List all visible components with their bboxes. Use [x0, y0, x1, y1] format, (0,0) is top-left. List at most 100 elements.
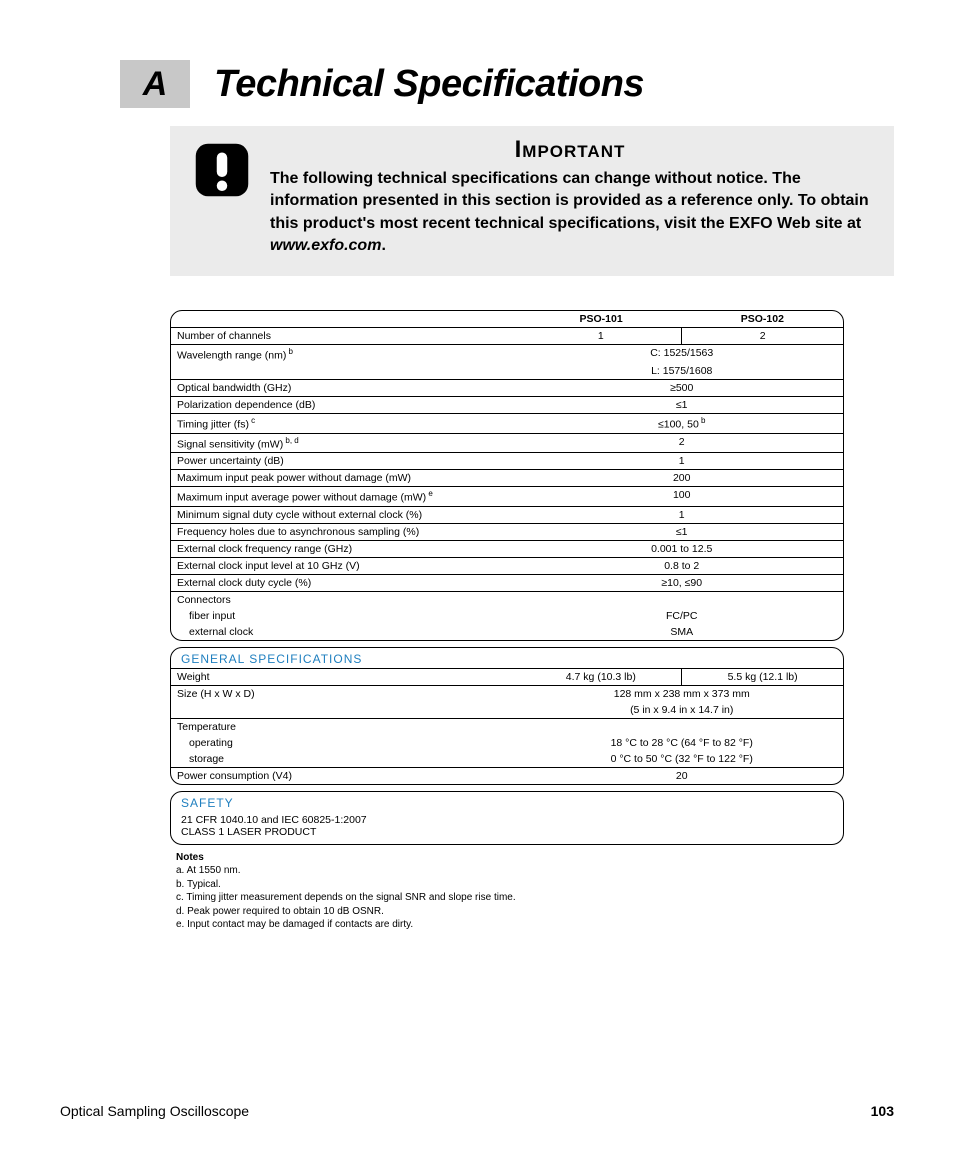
row-label: Polarization dependence (dB): [171, 397, 520, 414]
col-header-pso102: PSO-102: [682, 311, 843, 328]
table-row: Number of channels12: [171, 327, 843, 344]
col-header-pso101: PSO-101: [520, 311, 681, 328]
row-label: [171, 702, 520, 719]
row-value-span: C: 1525/1563: [520, 344, 843, 363]
row-label: Optical bandwidth (GHz): [171, 380, 520, 397]
general-spec-block: GENERAL SPECIFICATIONS Weight4.7 kg (10.…: [170, 647, 844, 785]
row-value-span: [520, 591, 843, 608]
row-value-span: 100: [520, 487, 843, 507]
row-label: Size (H x W x D): [171, 685, 520, 702]
table-row: fiber inputFC/PC: [171, 608, 843, 624]
row-value-span: 0 °C to 50 °C (32 °F to 122 °F): [520, 751, 843, 768]
row-value-span: 1: [520, 453, 843, 470]
row-value-span: ≤100, 50 b: [520, 414, 843, 434]
row-value-span: (5 in x 9.4 in x 14.7 in): [520, 702, 843, 719]
footer-page-number: 103: [871, 1103, 894, 1119]
table-row: Maximum input average power without dama…: [171, 487, 843, 507]
table-row: Timing jitter (fs) c≤100, 50 b: [171, 414, 843, 434]
row-label: External clock frequency range (GHz): [171, 540, 520, 557]
table-row: operating18 °C to 28 °C (64 °F to 82 °F): [171, 735, 843, 751]
table-row: Minimum signal duty cycle without extern…: [171, 506, 843, 523]
note-b: b. Typical.: [176, 878, 844, 892]
main-spec-table-block: PSO-101 PSO-102 Number of channels12Wave…: [170, 310, 844, 641]
row-label: Weight: [171, 669, 520, 686]
table-row: storage0 °C to 50 °C (32 °F to 122 °F): [171, 751, 843, 768]
row-value-span: ≤1: [520, 523, 843, 540]
table-row: Temperature: [171, 718, 843, 735]
row-value-1: 1: [520, 327, 681, 344]
col-header-blank: [171, 311, 520, 328]
row-value-span: 2: [520, 433, 843, 453]
row-value-span: ≥10, ≤90: [520, 574, 843, 591]
row-label: Timing jitter (fs) c: [171, 414, 520, 434]
row-label: [171, 363, 520, 380]
row-value-1: 4.7 kg (10.3 lb): [520, 669, 681, 686]
row-value-span: 200: [520, 470, 843, 487]
table-row: External clock frequency range (GHz)0.00…: [171, 540, 843, 557]
notes-block: Notes a. At 1550 nm. b. Typical. c. Timi…: [176, 851, 844, 932]
table-row: external clockSMA: [171, 624, 843, 640]
appendix-letter-box: A: [120, 60, 190, 108]
notes-title: Notes: [176, 851, 844, 865]
row-value-2: 2: [682, 327, 843, 344]
row-label: storage: [171, 751, 520, 768]
row-label: Power uncertainty (dB): [171, 453, 520, 470]
row-value-span: ≤1: [520, 397, 843, 414]
important-icon: [194, 142, 250, 198]
appendix-letter: A: [143, 65, 168, 104]
important-heading: Important: [270, 136, 870, 164]
table-row: Wavelength range (nm) bC: 1525/1563: [171, 344, 843, 363]
table-row: L: 1575/1608: [171, 363, 843, 380]
safety-line-2: CLASS 1 LASER PRODUCT: [181, 826, 833, 838]
row-label: Maximum input peak power without damage …: [171, 470, 520, 487]
row-label: Power consumption (V4): [171, 767, 520, 784]
safety-section-title: SAFETY: [171, 792, 843, 812]
note-c: c. Timing jitter measurement depends on …: [176, 891, 844, 905]
note-a: a. At 1550 nm.: [176, 864, 844, 878]
main-spec-table: PSO-101 PSO-102 Number of channels12Wave…: [171, 311, 843, 640]
table-row: Maximum input peak power without damage …: [171, 470, 843, 487]
row-value-span: L: 1575/1608: [520, 363, 843, 380]
table-row: Connectors: [171, 591, 843, 608]
row-value-span: ≥500: [520, 380, 843, 397]
row-value-span: FC/PC: [520, 608, 843, 624]
table-row: Weight4.7 kg (10.3 lb)5.5 kg (12.1 lb): [171, 669, 843, 686]
row-label: external clock: [171, 624, 520, 640]
row-value-span: 18 °C to 28 °C (64 °F to 82 °F): [520, 735, 843, 751]
row-label: Signal sensitivity (mW) b, d: [171, 433, 520, 453]
row-label: External clock duty cycle (%): [171, 574, 520, 591]
row-label: Minimum signal duty cycle without extern…: [171, 506, 520, 523]
row-label: Connectors: [171, 591, 520, 608]
row-value-2: 5.5 kg (12.1 lb): [682, 669, 843, 686]
row-value-span: 0.8 to 2: [520, 557, 843, 574]
general-section-title: GENERAL SPECIFICATIONS: [171, 648, 843, 669]
note-d: d. Peak power required to obtain 10 dB O…: [176, 905, 844, 919]
table-row: Power uncertainty (dB)1: [171, 453, 843, 470]
row-value-span: [520, 718, 843, 735]
safety-line-1: 21 CFR 1040.10 and IEC 60825-1:2007: [181, 814, 833, 826]
general-spec-table: Weight4.7 kg (10.3 lb)5.5 kg (12.1 lb)Si…: [171, 669, 843, 784]
row-label: Frequency holes due to asynchronous samp…: [171, 523, 520, 540]
table-row: Polarization dependence (dB)≤1: [171, 397, 843, 414]
table-row: Size (H x W x D)128 mm x 238 mm x 373 mm: [171, 685, 843, 702]
row-label: External clock input level at 10 GHz (V): [171, 557, 520, 574]
row-value-span: 128 mm x 238 mm x 373 mm: [520, 685, 843, 702]
row-label: Temperature: [171, 718, 520, 735]
table-row: Signal sensitivity (mW) b, d2: [171, 433, 843, 453]
row-label: fiber input: [171, 608, 520, 624]
table-row: External clock input level at 10 GHz (V)…: [171, 557, 843, 574]
row-label: Wavelength range (nm) b: [171, 344, 520, 363]
row-label: Maximum input average power without dama…: [171, 487, 520, 507]
row-value-span: 1: [520, 506, 843, 523]
important-callout: Important The following technical specif…: [170, 126, 894, 276]
note-e: e. Input contact may be damaged if conta…: [176, 918, 844, 932]
safety-body: 21 CFR 1040.10 and IEC 60825-1:2007 CLAS…: [171, 812, 843, 844]
row-value-span: SMA: [520, 624, 843, 640]
row-value-span: 0.001 to 12.5: [520, 540, 843, 557]
row-value-span: 20: [520, 767, 843, 784]
row-label: Number of channels: [171, 327, 520, 344]
table-row: Optical bandwidth (GHz)≥500: [171, 380, 843, 397]
table-row: External clock duty cycle (%)≥10, ≤90: [171, 574, 843, 591]
footer-doc-title: Optical Sampling Oscilloscope: [60, 1103, 249, 1119]
page-heading: A Technical Specifications: [120, 60, 894, 108]
